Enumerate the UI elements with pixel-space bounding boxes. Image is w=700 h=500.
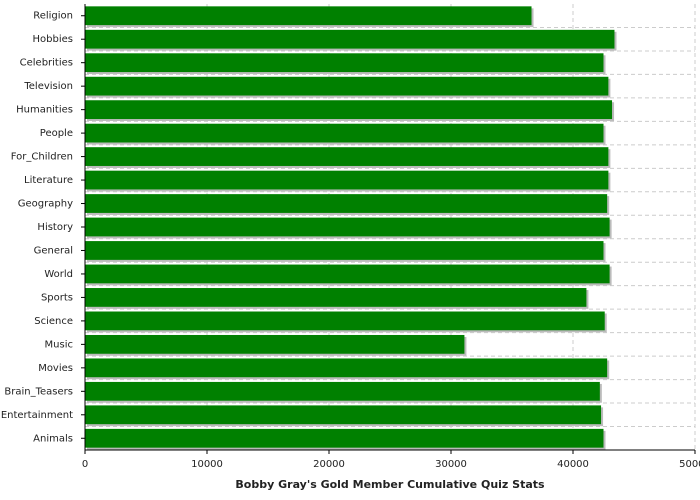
y-tick-label: History (37, 222, 73, 233)
y-tick-label: Humanities (16, 105, 73, 116)
y-tick-label: Music (45, 339, 73, 350)
bar (85, 405, 602, 425)
y-tick-label: World (44, 269, 73, 280)
y-tick-label: For_Children (11, 152, 73, 163)
bar (85, 6, 532, 26)
x-tick-label: 20000 (313, 459, 345, 470)
bar (85, 428, 604, 448)
bar (85, 358, 608, 378)
y-tick-label: General (34, 245, 73, 256)
y-tick-label: Celebrities (20, 58, 73, 69)
x-tick-label: 40000 (557, 459, 589, 470)
bar (85, 194, 608, 213)
x-tick-label: 50000 (679, 459, 700, 470)
bar (85, 217, 610, 237)
y-tick-label: Religion (33, 11, 73, 22)
bar (85, 170, 609, 190)
bar (85, 264, 610, 284)
bar (85, 334, 465, 354)
bar (85, 29, 615, 49)
x-tick-label: 30000 (435, 459, 467, 470)
bar (85, 53, 604, 73)
x-tick-label: 0 (82, 459, 88, 470)
bar (85, 76, 609, 96)
y-tick-label: Geography (18, 199, 73, 210)
bar (85, 147, 609, 166)
bar (85, 381, 600, 401)
bar (85, 123, 604, 143)
y-tick-label: Brain_Teasers (4, 386, 73, 397)
bar (85, 311, 605, 331)
y-tick-label: Movies (38, 363, 73, 374)
y-tick-label: Science (34, 316, 73, 327)
bar (85, 100, 613, 120)
y-tick-label: Animals (33, 433, 73, 444)
x-tick-label: 10000 (191, 459, 223, 470)
y-tick-label: People (40, 128, 73, 139)
y-tick-label: Sports (41, 292, 73, 303)
bar (85, 288, 587, 307)
y-tick-label: Television (23, 81, 73, 92)
bar (85, 241, 604, 260)
y-tick-label: Hobbies (33, 34, 73, 45)
y-tick-label: Entertainment (1, 410, 73, 421)
chart-title: Bobby Gray's Gold Member Cumulative Quiz… (235, 478, 545, 491)
y-tick-label: Literature (24, 175, 73, 186)
